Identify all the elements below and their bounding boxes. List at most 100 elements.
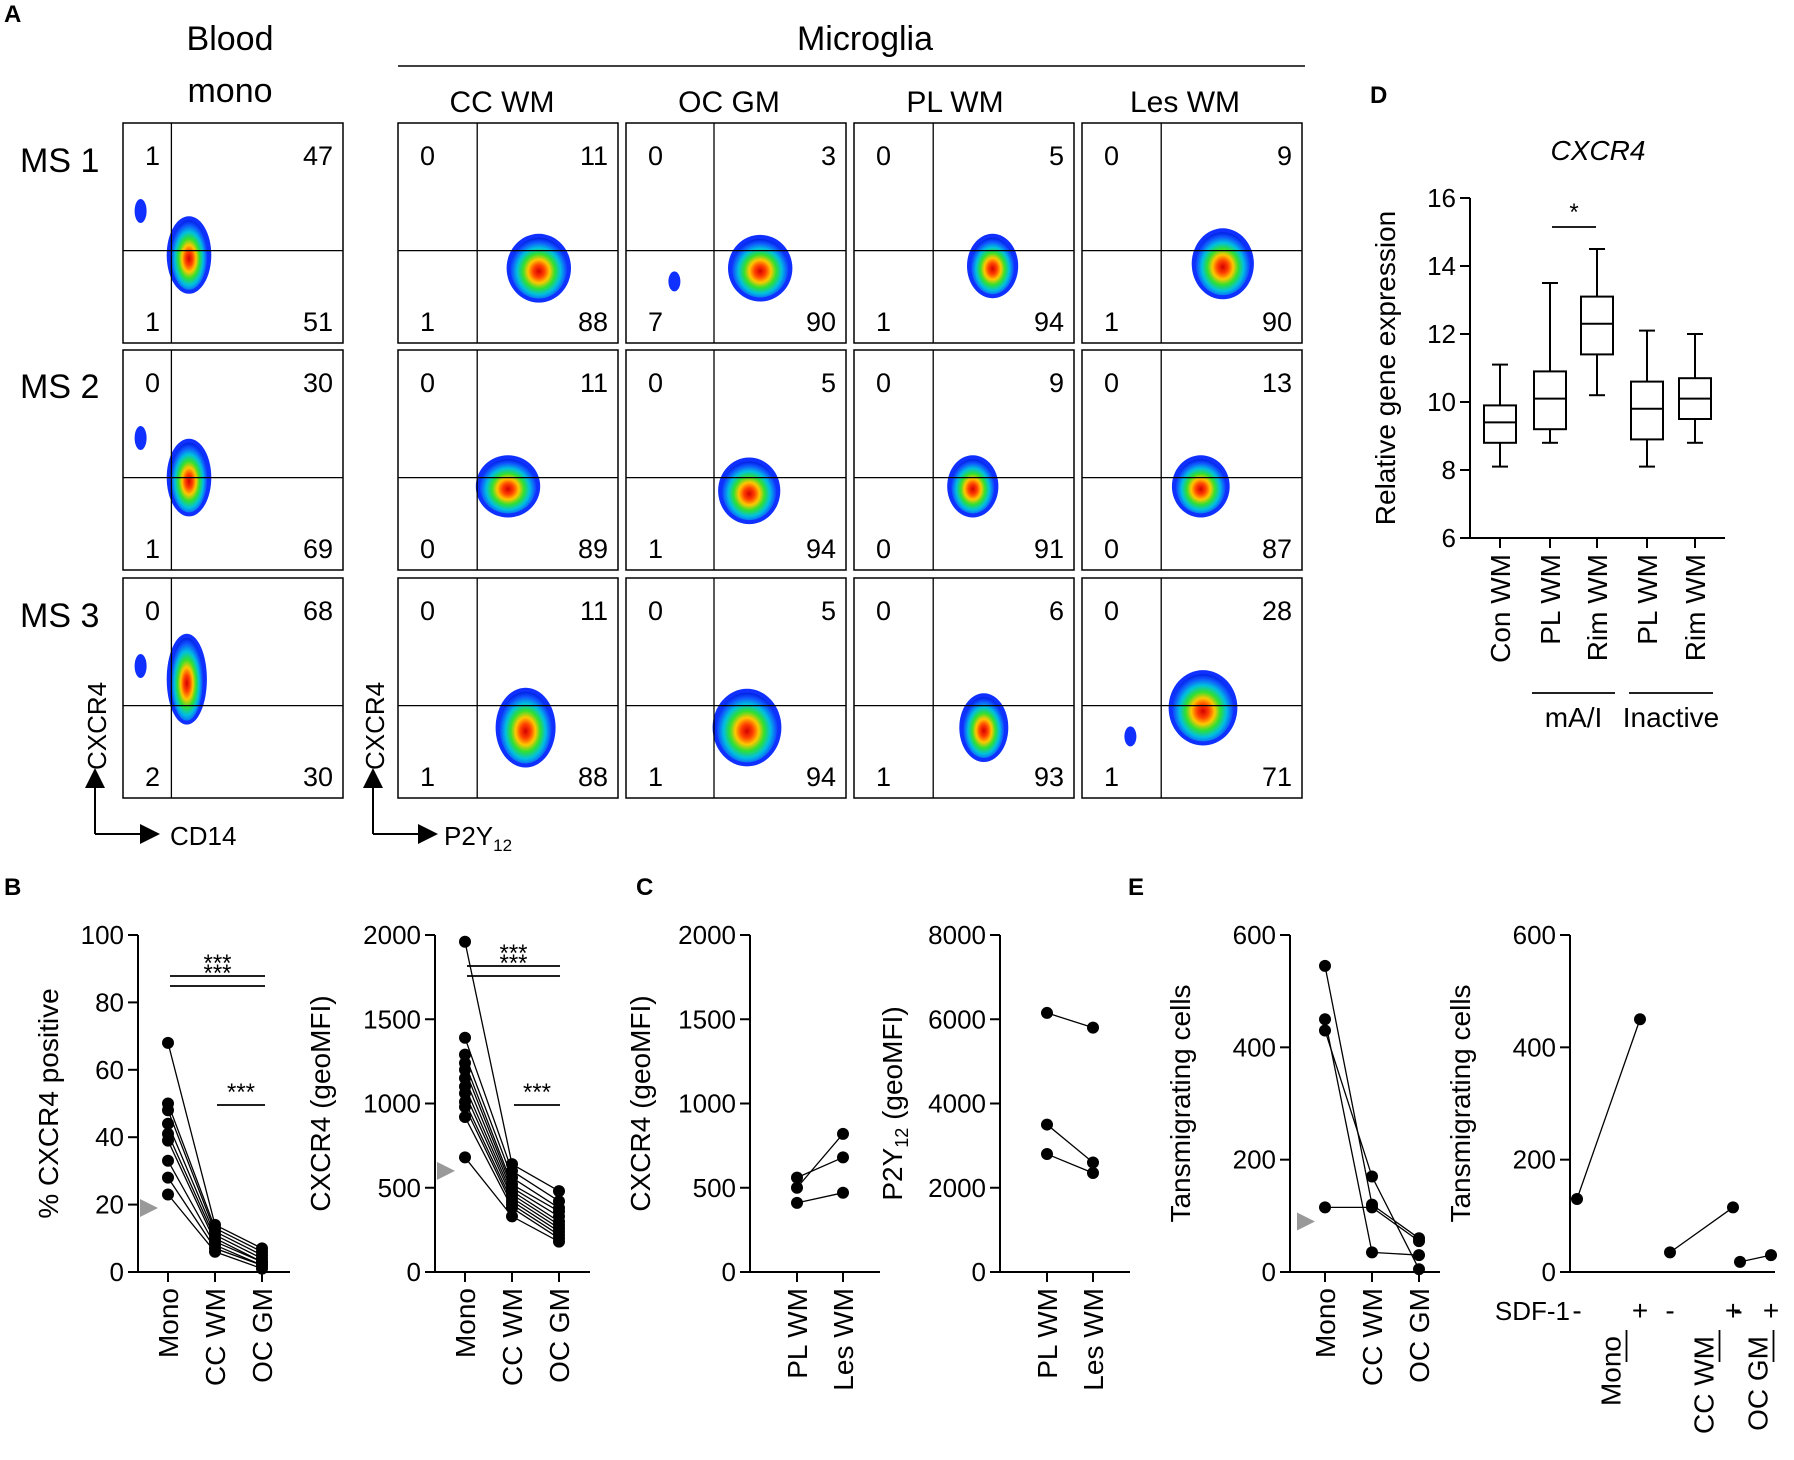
d-y-tick-label: 10 (1427, 387, 1456, 417)
quadrant-ul-r2-c2: 0 (420, 368, 435, 398)
c2-x-tick-label: PL WM (1032, 1288, 1063, 1379)
c1-data-point (837, 1186, 849, 1199)
facs-density-blob-r2-c2 (479, 459, 537, 514)
c2-y-tick-label: 0 (972, 1257, 986, 1287)
quadrant-ur-r1-c1: 47 (303, 141, 333, 171)
quadrant-ul-r1-c2: 0 (420, 141, 435, 171)
quadrant-ll-r3-c5: 1 (1104, 762, 1119, 792)
facs-plot-frame-r1-c5 (1081, 122, 1303, 344)
c1-x-tick-label: Les WM (828, 1288, 859, 1391)
e2-treatment-sign: + (1763, 1295, 1779, 1326)
quadrant-ul-r1-c5: 0 (1104, 141, 1119, 171)
quadrant-lr-r2-c4: 91 (1034, 534, 1064, 564)
b1-data-point (162, 1104, 174, 1117)
quadrant-ul-r3-c4: 0 (876, 596, 891, 626)
quadrant-ur-r1-c4: 5 (1049, 141, 1064, 171)
c2-y-tick-label: 6000 (928, 1004, 986, 1034)
quadrant-ur-r1-c5: 9 (1277, 141, 1292, 171)
c2-y-label-tail: (geoMFI) (877, 1006, 908, 1127)
facs-density-blob-r1-c3 (732, 238, 789, 298)
e1-reference-arrow (1297, 1212, 1315, 1231)
facs-density-blob-r3-c4 (963, 697, 1005, 758)
d-y-tick-label: 8 (1442, 455, 1456, 485)
e2-treatment-sign: - (1733, 1295, 1742, 1326)
b1-y-tick-label: 80 (95, 987, 124, 1017)
e2-series-line (1669, 1206, 1734, 1253)
b1-x-tick-label: CC WM (200, 1288, 231, 1386)
quadrant-lr-r3-c2: 88 (578, 762, 608, 792)
e1-series-line (1324, 1019, 1420, 1256)
d-box (1483, 404, 1517, 444)
col-title-cc-wm: CC WM (450, 86, 555, 119)
c1-data-point (837, 1127, 849, 1140)
e1-y-tick-label: 0 (1262, 1257, 1276, 1287)
d-x-tick-label: PL WM (1535, 554, 1566, 645)
e2-data-point (1734, 1255, 1746, 1268)
d-y-tick-label: 12 (1427, 319, 1456, 349)
quadrant-ll-r3-c2: 1 (420, 762, 435, 792)
facs-density-blob-r3-c1 (170, 637, 203, 721)
b2-data-point (459, 1151, 471, 1164)
quadrant-ur-r2-c1: 30 (303, 368, 333, 398)
d-x-tick-label: Con WM (1485, 554, 1516, 663)
panel-letter-d: D (1370, 82, 1387, 109)
c2-data-point (1087, 1156, 1099, 1169)
facs-plot-frame-r1-c2 (397, 122, 619, 344)
e2-data-point (1664, 1246, 1676, 1259)
quadrant-ur-r2-c2: 11 (580, 368, 608, 398)
b2-data-point (506, 1201, 518, 1214)
b2-x-tick-label: OC GM (544, 1288, 575, 1383)
facs-minor-population-r1-c1 (134, 199, 147, 223)
e1-data-point (1413, 1263, 1425, 1276)
mono-y-label: CXCR4 (82, 682, 112, 770)
e2-group-label: CC WM (1689, 1336, 1720, 1434)
c1-data-point (837, 1151, 849, 1164)
c2-data-point (1041, 1148, 1053, 1161)
e2-series-line (1576, 1019, 1641, 1200)
b2-data-point (459, 1087, 471, 1100)
quadrant-ur-r3-c1: 68 (303, 596, 333, 626)
quadrant-ul-r1-c1: 1 (145, 141, 160, 171)
facs-density-blob-r1-c2 (510, 237, 567, 299)
e1-data-point (1366, 1201, 1378, 1214)
e2-y-tick-label: 200 (1513, 1145, 1556, 1175)
c2-data-point (1087, 1021, 1099, 1034)
e2-y-tick-label: 400 (1513, 1032, 1556, 1062)
e2-treatment-sign: + (1725, 1295, 1741, 1326)
b1-significance-label: *** (203, 960, 231, 987)
e1-data-point (1366, 1246, 1378, 1259)
e1-data-point (1413, 1235, 1425, 1248)
c1-series-line (796, 1156, 844, 1179)
b2-significance-label: *** (499, 950, 527, 977)
quadrant-ur-r1-c2: 11 (580, 141, 608, 171)
facs-header: Blood mono Microglia CC WM OC GM PL WM L… (20, 20, 1305, 635)
facs-density-blob-r3-c3 (716, 692, 778, 763)
d-y-tick-label: 6 (1442, 523, 1456, 553)
e2-data-point (1727, 1201, 1739, 1214)
c1-x-tick-label: PL WM (782, 1288, 813, 1379)
quadrant-ul-r2-c1: 0 (145, 368, 160, 398)
c1-data-point (791, 1196, 803, 1209)
b2-y-tick-label: 0 (407, 1257, 421, 1287)
mono-x-label: CD14 (170, 821, 236, 851)
quadrant-ur-r2-c5: 13 (1262, 368, 1292, 398)
e2-y-tick-label: 0 (1542, 1257, 1556, 1287)
b2-data-point (459, 1110, 471, 1123)
quadrant-ur-r1-c3: 3 (821, 141, 836, 171)
c1-data-point (791, 1181, 803, 1194)
b1-y-tick-label: 0 (110, 1257, 124, 1287)
c2-x-tick-label: Les WM (1078, 1288, 1109, 1391)
facs-grid: 1 471 510 111 880 37 900 51 940 91 900 301 690 110 890… (122, 122, 1303, 799)
b1-x-tick-label: Mono (153, 1288, 184, 1358)
b2-y-tick-label: 1000 (363, 1089, 421, 1119)
e1-series-line (1324, 1030, 1420, 1270)
b1-data-point (162, 1188, 174, 1201)
quadrant-lr-r3-c1: 30 (303, 762, 333, 792)
b1-y-tick-label: 100 (81, 920, 124, 950)
quadrant-ul-r3-c5: 0 (1104, 596, 1119, 626)
facs-plot-frame-r1-c1 (122, 122, 344, 344)
quadrant-ul-r3-c2: 0 (420, 596, 435, 626)
quadrant-ul-r1-c3: 0 (648, 141, 663, 171)
b2-data-point (553, 1235, 565, 1248)
c2-y-label-sub: 12 (892, 1128, 912, 1148)
